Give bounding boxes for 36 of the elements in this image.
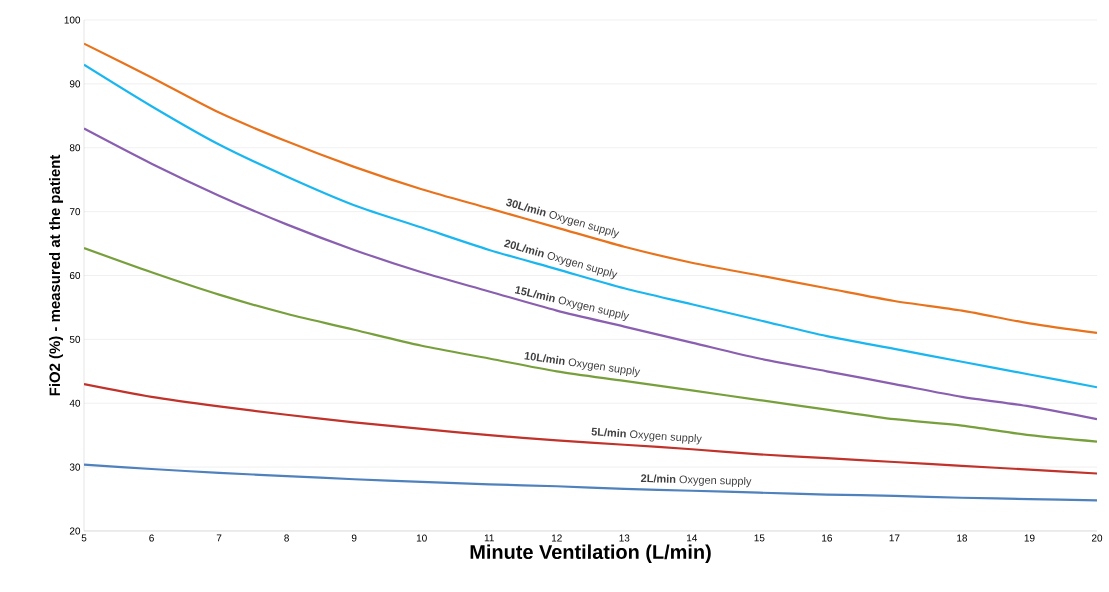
x-tick-label: 11 [484, 534, 494, 542]
x-tick-label: 14 [687, 534, 698, 542]
x-tick-label: 10 [416, 534, 427, 542]
x-tick-label: 12 [551, 534, 562, 542]
x-tick-label: 17 [889, 534, 900, 542]
x-tick-label: 9 [351, 534, 357, 542]
series-label: 5L/min Oxygen supply [591, 427, 702, 445]
x-tick-label: 13 [619, 534, 630, 542]
x-tick-label: 5 [81, 534, 87, 542]
y-tick-label: 20 [69, 527, 81, 535]
y-tick-label: 60 [69, 271, 81, 280]
line-series [84, 63, 1097, 389]
text: 15L/min Oxygen supply [514, 286, 630, 322]
x-tick-label: 20 [1091, 534, 1103, 542]
line-series [84, 127, 1097, 421]
y-tick-label: 80 [69, 144, 81, 152]
y-axis-title: FiO2 (%) - measured at the patient [49, 154, 64, 396]
x-tick-label: 19 [1024, 534, 1035, 542]
line-series [84, 463, 1097, 502]
x-axis-title: Minute Ventilation (L/min) [470, 544, 711, 563]
y-tick-label: 70 [69, 208, 81, 216]
series-label: 2L/min Oxygen supply [640, 474, 752, 488]
y-tick-label: 100 [64, 16, 81, 24]
x-tick-label: 16 [822, 534, 832, 542]
text: 10L/min Oxygen supply [524, 352, 641, 378]
line-series [84, 382, 1097, 475]
y-tick-label: 40 [69, 399, 81, 407]
y-tick-label: 30 [69, 463, 81, 471]
y-tick-label: 90 [69, 80, 81, 88]
y-tick-label: 50 [69, 335, 81, 343]
x-tick-label: 7 [216, 534, 222, 542]
x-tick-label: 6 [149, 534, 154, 542]
x-tick-label: 8 [284, 534, 289, 542]
line-series [84, 42, 1097, 335]
x-tick-label: 18 [957, 534, 968, 542]
x-tick-label: 15 [754, 534, 765, 542]
